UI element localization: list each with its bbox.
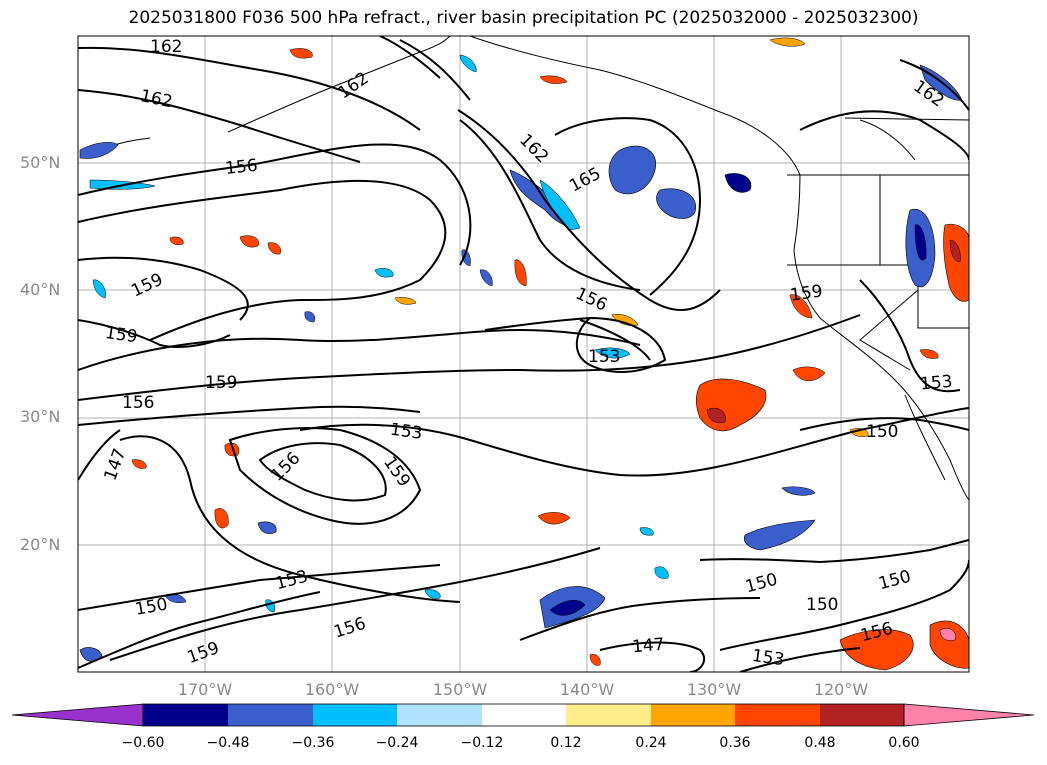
refractivity-contours [78, 36, 969, 672]
contour-label: 153 [274, 567, 311, 595]
lat-label: 20°N [20, 535, 61, 554]
lat-label: 50°N [20, 153, 61, 172]
colorbar-swatch [482, 704, 566, 726]
contour-label: 153 [588, 347, 620, 367]
contour-label: 159 [185, 638, 222, 668]
contour-label: 162 [138, 86, 174, 112]
contour-label: 150 [866, 422, 898, 442]
contour-label: 156 [224, 156, 258, 179]
lat-label: 30°N [20, 407, 61, 426]
contour-label: 159 [205, 373, 237, 393]
colorbar-tick-label: 0.12 [550, 735, 582, 751]
lon-label: 160°W [304, 680, 360, 699]
colorbar-tick-label: 0.48 [804, 735, 836, 751]
map-frame [77, 35, 970, 673]
contour-label: 159 [128, 270, 166, 302]
contour-label: 147 [631, 635, 665, 658]
colorbar-tick-label: 0.36 [719, 735, 751, 751]
contour-label: 165 [566, 164, 604, 197]
contour-label: 153 [919, 372, 953, 395]
lon-label: 170°W [177, 680, 233, 699]
colorbar-tick-label: −0.12 [460, 735, 504, 751]
colorbar-frame [142, 703, 905, 727]
colorbar-swatch [228, 704, 313, 726]
contour-label-group: 162 162 162 156 162 165 159 159 159 156 … [101, 37, 954, 670]
contour-label: 153 [389, 420, 424, 444]
contour-label: 162 [150, 37, 182, 57]
colorbar-tick-label: −0.36 [291, 735, 335, 751]
contour-label: 156 [572, 284, 610, 316]
colorbar-swatch [397, 704, 482, 726]
colorbar-tick-label: −0.48 [206, 735, 250, 751]
colorbar-swatch [820, 704, 904, 726]
contour-label: 150 [877, 567, 914, 595]
colorbar-extend-min [11, 703, 144, 727]
coastlines [99, 36, 969, 501]
contour-label: 150 [743, 570, 780, 598]
contour-label: 162 [515, 130, 552, 167]
lon-label: 150°W [432, 680, 488, 699]
contour-label: 159 [379, 453, 414, 491]
contour-label: 159 [789, 281, 824, 305]
contour-label: 159 [104, 323, 139, 347]
map-title: 2025031800 F036 500 hPa refract., river … [128, 8, 919, 28]
colorbar-swatch [313, 704, 397, 726]
map-area [78, 36, 969, 672]
colorbar-swatch [566, 704, 651, 726]
contour-label: 147 [101, 446, 131, 483]
lat-label: 40°N [20, 280, 61, 299]
precip-shading [79, 37, 969, 671]
contour-label: 156 [122, 393, 154, 413]
colorbar-swatch [143, 704, 228, 726]
colorbar-swatch [651, 704, 735, 726]
colorbar-swatch [735, 704, 820, 726]
contour-label: 150 [806, 595, 838, 615]
lon-label: 140°W [559, 680, 615, 699]
contour-label: 153 [751, 646, 786, 670]
contour-label: 150 [134, 594, 169, 619]
colorbar-tick-label: 0.24 [635, 735, 667, 751]
gridlines [78, 36, 969, 672]
contour-label: 156 [331, 614, 368, 643]
colorbar-tick-label: −0.60 [121, 735, 165, 751]
colorbar-tick-label: 0.60 [888, 735, 920, 751]
lon-label: 130°W [686, 680, 742, 699]
colorbar-tick-label: −0.24 [375, 735, 419, 751]
colorbar [11, 703, 1035, 727]
contour-label: 156 [267, 448, 304, 485]
colorbar-extend-max [903, 703, 1035, 727]
lon-label: 120°W [813, 680, 869, 699]
